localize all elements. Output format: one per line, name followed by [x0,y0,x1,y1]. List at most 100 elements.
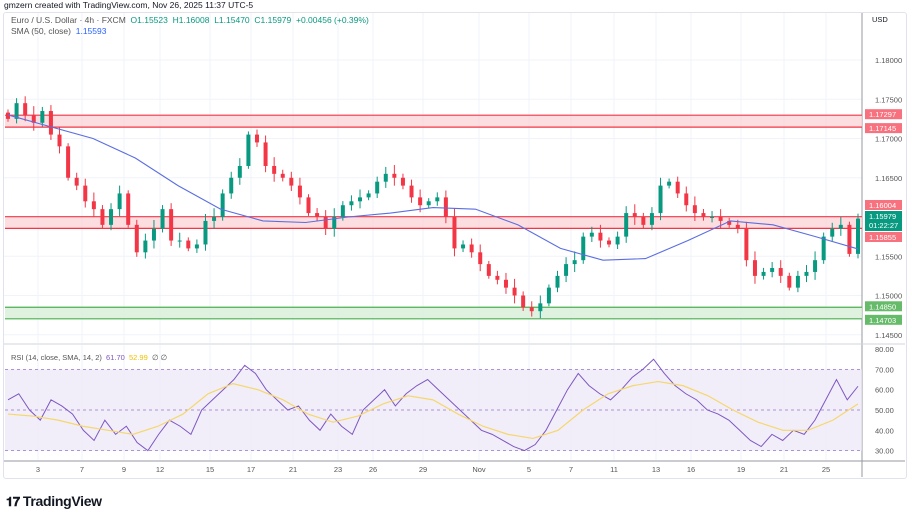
candle-body [564,264,569,276]
time-tick-label: 17 [247,465,255,474]
candle-body [375,181,380,194]
tradingview-logo[interactable]: 𝟏𝟕 TradingView [6,493,102,510]
candle-body [306,197,311,214]
price-tick-label: 1.15000 [875,292,902,301]
sma-value: 1.15593 [75,26,107,36]
candle-body [186,240,191,249]
candle-body [615,236,620,245]
last-price-bg [865,211,902,231]
candle-body [109,209,114,225]
candle-body [452,217,457,249]
symbol-name[interactable]: Euro / U.S. Dollar · 4h · FXCM [11,15,126,25]
candle-body [160,209,165,229]
candle-body [443,197,448,217]
time-tick-label: 16 [687,465,695,474]
zone-red-1 [5,216,862,229]
zone-price-label-bg [865,200,902,210]
candle-body [572,260,577,265]
candle-body [649,213,654,225]
currency-label[interactable]: USD [872,15,888,24]
candle-body [426,201,431,206]
candle-body [529,307,534,312]
candle-body [701,213,706,217]
candle-body [254,134,259,143]
candle-body [435,197,440,202]
time-tick-label: 23 [334,465,342,474]
candle-body [237,165,242,178]
zone-price-label: 1.15855 [869,233,896,242]
time-tick-label: 12 [156,465,164,474]
rsi-ma-line [7,380,859,440]
candle-body [752,260,757,276]
low-value: L1.15470 [214,15,250,25]
candle-body [126,193,131,225]
time-tick-label: 9 [122,465,126,474]
candle-body [684,193,689,206]
candle-body [787,275,792,288]
candle-body [512,287,517,296]
candle-body [315,213,320,217]
candle-body [581,236,586,261]
rsi-ma-value: 52.99 [129,353,148,362]
sma-label: SMA (50, close) [11,26,71,36]
candle-body [409,185,414,198]
zone-price-label-bg [865,109,902,120]
candle-body [778,268,783,276]
rsi-tick-label: 50.00 [875,406,894,415]
candle-body [503,279,508,288]
candle-body [735,224,740,229]
candle-body [220,193,225,217]
rsi-tick-label: 40.00 [875,426,894,435]
zone-price-label: 1.14703 [869,316,896,325]
candle-body [478,252,483,265]
time-tick-label: 19 [737,465,745,474]
price-tick-label: 1.17000 [875,135,902,144]
candle-body [151,228,156,241]
candle-body [143,240,148,253]
time-tick-label: 13 [652,465,660,474]
candle-body [538,303,543,312]
candle-body [495,275,500,280]
candle-body [761,271,766,276]
candle-body [263,142,268,166]
candle-body [675,181,680,194]
candle-body [392,173,397,178]
sma-legend[interactable]: SMA (50, close) 1.15593 [11,26,106,36]
zone-red-0 [5,115,862,128]
chart-frame [3,12,907,479]
candle-body [546,287,551,304]
time-tick-label: 7 [80,465,84,474]
candle-body [349,201,354,206]
candle-body [169,209,174,241]
candle-body [323,217,328,229]
logo-text: TradingView [22,493,102,509]
candle-body [57,134,62,147]
candle-body [555,275,560,288]
candle-body [804,271,809,276]
credit-text: gmzern created with TradingView.com, Nov… [4,0,254,10]
time-tick-label: 11 [610,465,618,474]
candle-body [641,217,646,225]
zone-price-label-bg [865,232,902,242]
time-tick-label: 21 [780,465,788,474]
price-tick-label: 1.16500 [875,174,902,183]
candle-body [48,111,53,135]
candle-body [66,146,71,178]
candle-body [795,275,800,288]
symbol-legend: Euro / U.S. Dollar · 4h · FXCM O1.15523 … [11,15,369,25]
time-tick-label: 21 [289,465,297,474]
candle-body [100,209,105,225]
rsi-extra: ∅ ∅ [151,353,168,362]
zone-price-label-bg [865,301,902,312]
candle-body [74,177,79,186]
candle-body [632,213,637,217]
change-value: +0.00456 (+0.39%) [296,15,369,25]
sma-line [7,114,859,261]
candle-body [813,260,818,272]
candle-body [212,217,217,221]
candle-body [667,181,672,186]
rsi-legend[interactable]: RSI (14, close, SMA, 14, 2) 61.70 52.99 … [11,353,167,362]
candle-body [607,240,612,245]
price-tick-label: 1.14500 [875,331,902,340]
